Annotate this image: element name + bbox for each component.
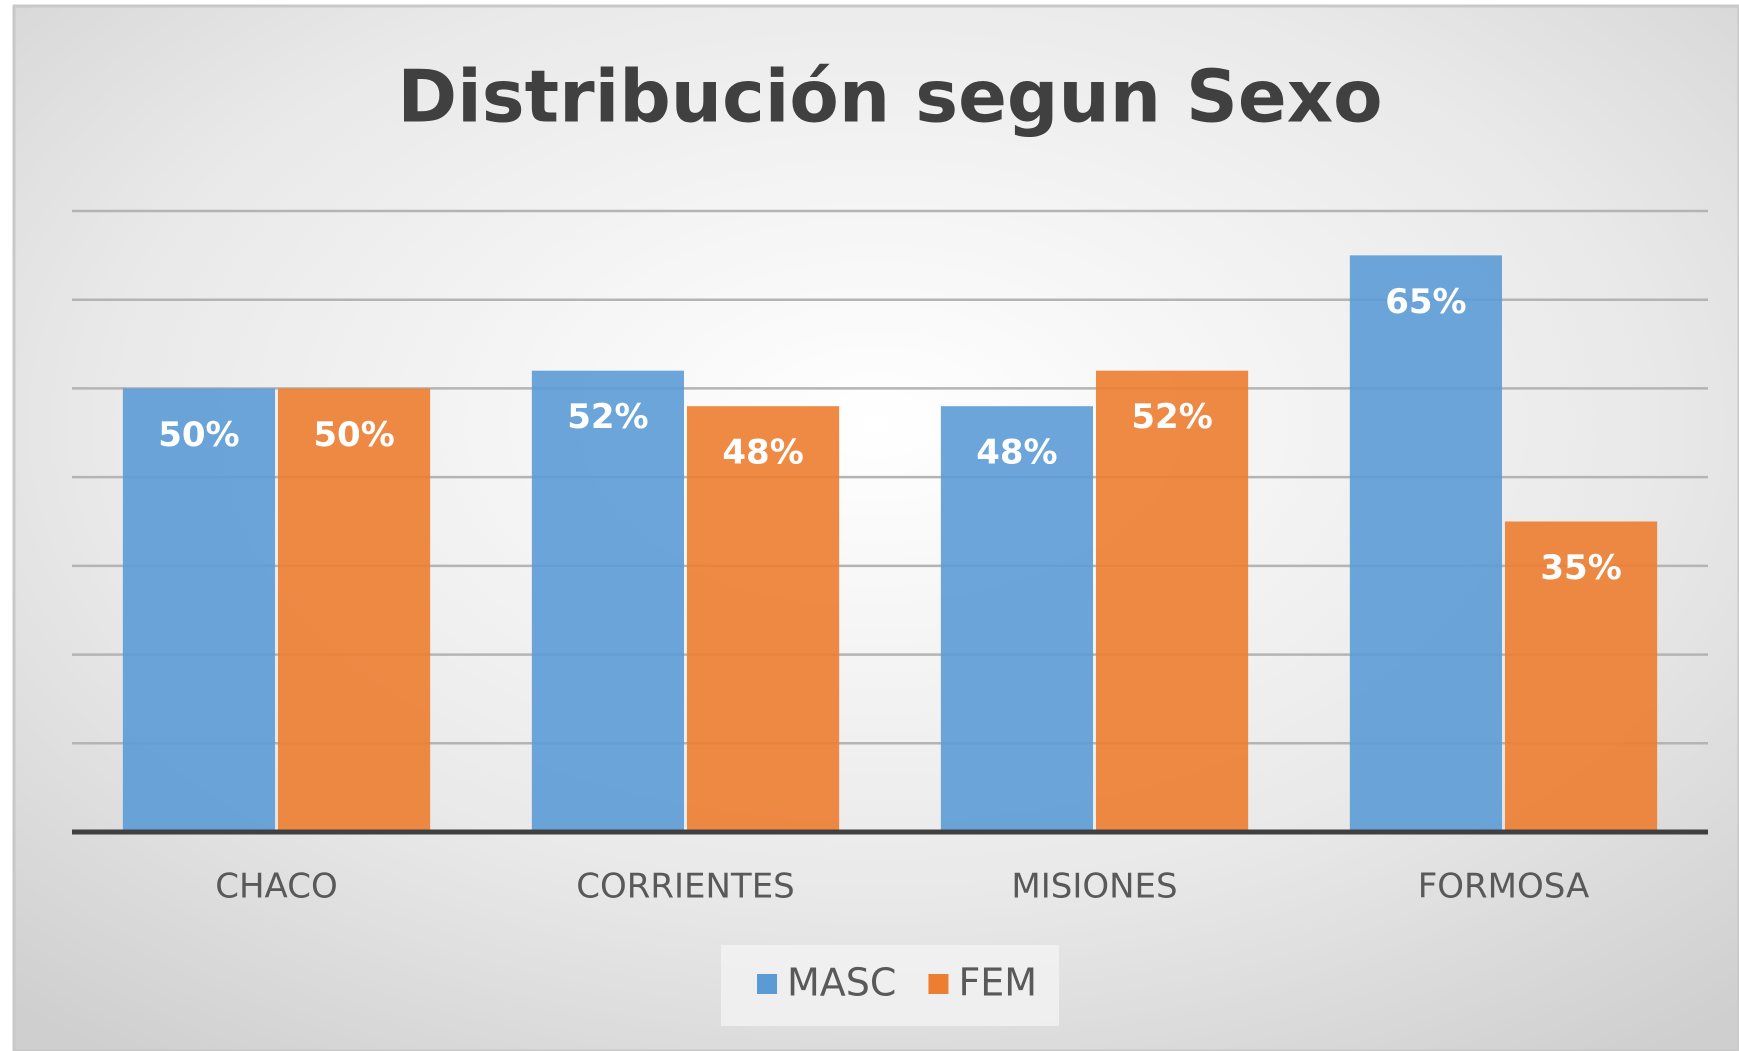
data-label: 52% [1131,397,1212,437]
bar [122,388,276,832]
legend-label: FEM [958,961,1037,1005]
data-label: 65% [1385,282,1466,322]
bar [1096,370,1249,832]
bar [687,406,840,832]
legend-box [721,945,1059,1026]
data-label: 48% [976,433,1057,473]
bar [940,406,1093,832]
bar [1349,255,1502,832]
x-tick-label: CORRIENTES [576,867,795,907]
chart-title: Distribución segun Sexo [397,55,1382,139]
x-tick-label: MISIONES [1011,867,1177,907]
x-tick-label: FORMOSA [1418,867,1590,907]
data-label: 48% [722,433,803,473]
bar [278,388,431,832]
bar [531,370,684,832]
x-tick-label: CHACO [215,867,337,907]
legend-swatch [928,974,949,994]
data-label: 52% [567,397,648,437]
data-label: 50% [313,415,394,455]
bar [1505,521,1658,832]
data-label: 50% [158,415,239,455]
data-label: 35% [1540,548,1621,588]
legend-swatch [757,974,777,994]
legend-label: MASC [787,961,896,1005]
